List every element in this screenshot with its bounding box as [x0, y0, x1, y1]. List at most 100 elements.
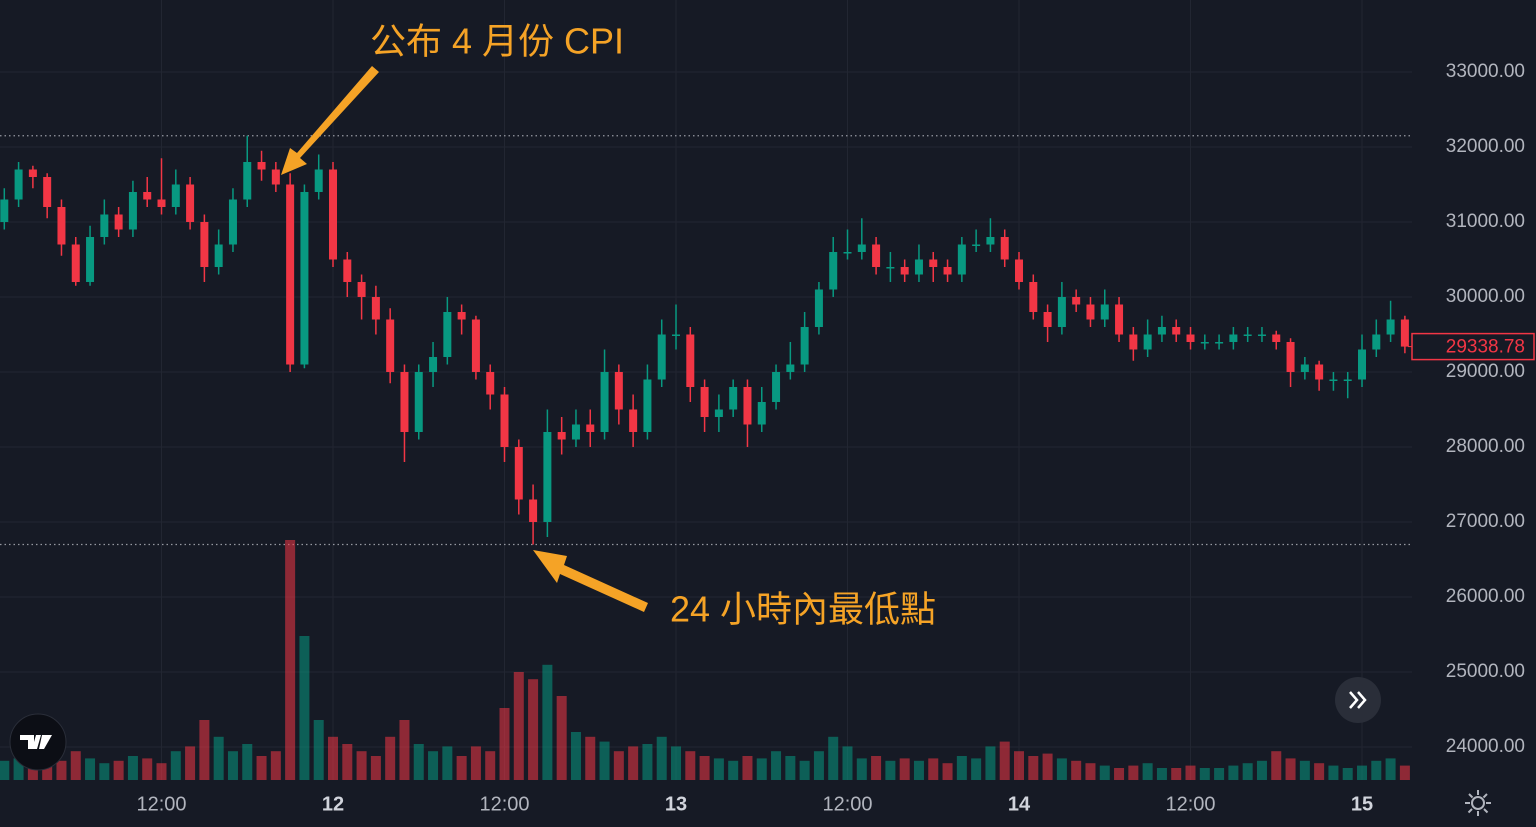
annotation-arrows [281, 66, 648, 612]
volume-bar [328, 736, 339, 780]
candle-body [443, 312, 452, 357]
volume-bar [1256, 760, 1267, 780]
candle-body [886, 267, 895, 269]
candle-body [1057, 297, 1066, 327]
candle-body [486, 372, 495, 395]
volume-bar [1014, 751, 1025, 780]
candle-body [43, 177, 52, 207]
candle-body [857, 244, 866, 252]
candle-body [843, 252, 852, 254]
candle-body [743, 387, 752, 425]
volume-bar [570, 732, 581, 780]
settings-icon[interactable] [1471, 796, 1485, 810]
candle-body [943, 267, 952, 275]
x-tick-label: 13 [665, 793, 687, 815]
volume-bar [799, 760, 810, 780]
candle-body [600, 372, 609, 432]
candle-body [200, 222, 209, 267]
volume-bar [185, 746, 196, 780]
candle-body [357, 282, 366, 297]
candle-body [471, 319, 480, 372]
volume-bar [299, 636, 310, 780]
x-tick-label: 12:00 [822, 793, 872, 815]
candle-body [643, 379, 652, 432]
candle-body [872, 244, 881, 267]
volume-bar [542, 664, 553, 780]
volume-bar [628, 746, 639, 780]
volume-bar [656, 736, 667, 780]
candle-body [1386, 319, 1395, 335]
volume-bar [599, 741, 610, 780]
candle-body [14, 169, 23, 200]
volume-bar [1342, 768, 1353, 780]
volume-bar [513, 672, 524, 780]
volume-bar [642, 744, 653, 780]
volume-bar [613, 751, 624, 780]
candle-body [1100, 304, 1109, 320]
volume-bar [356, 751, 367, 780]
volume-bar [270, 751, 281, 780]
candle-body [586, 424, 595, 432]
x-tick-label: 12 [322, 793, 344, 815]
candle-body [1300, 364, 1309, 372]
candle-body [929, 259, 938, 267]
candle-body [1029, 282, 1038, 312]
candle-body [400, 372, 409, 432]
volume-bar [127, 756, 138, 780]
volume-bar [942, 763, 953, 780]
candle-body [171, 184, 180, 207]
candle-body [143, 192, 152, 200]
volume-bar [828, 736, 839, 780]
candle-body [1215, 342, 1224, 344]
candle-body [114, 214, 123, 230]
candle-body [1172, 327, 1181, 335]
candle-body [972, 244, 981, 246]
volume-bar [671, 746, 682, 780]
volume-bar [99, 763, 110, 780]
scroll-to-realtime[interactable] [1335, 677, 1381, 723]
volume-bar [1099, 765, 1110, 780]
candle-body [557, 432, 566, 440]
candle-body [1043, 312, 1052, 327]
volume-bar [771, 751, 782, 780]
volume-bar [685, 751, 696, 780]
candle-body [243, 162, 252, 200]
y-tick-label: 28000.00 [1446, 436, 1525, 457]
candle-body [1400, 319, 1409, 347]
candle-body [657, 334, 666, 380]
volume-bar [0, 760, 10, 780]
volume-bar [1357, 765, 1368, 780]
volume-bar [13, 758, 24, 780]
candle-body [914, 259, 923, 275]
candle-body [57, 207, 66, 245]
candle-body [214, 244, 223, 267]
volume-bar [742, 756, 753, 780]
volume-bar [370, 756, 381, 780]
volume-bar [1385, 758, 1396, 780]
volume-bar [256, 756, 267, 780]
volume-bar [1071, 760, 1082, 780]
volume-bar [899, 758, 910, 780]
x-tick-label: 12:00 [1165, 793, 1215, 815]
tradingview-logo[interactable] [9, 713, 67, 771]
volume-bar [1242, 763, 1253, 780]
candle-body [100, 214, 109, 237]
volume-bar [428, 751, 439, 780]
candle-body [128, 192, 137, 230]
volume-bar [1228, 765, 1239, 780]
volume-bar [242, 744, 253, 780]
candle-body [1257, 334, 1266, 336]
arrow-low [533, 550, 648, 612]
volume-bar [142, 758, 153, 780]
volume-bar [85, 758, 96, 780]
candle-body [1372, 334, 1381, 350]
candle-body [1015, 259, 1024, 282]
settings[interactable] [1465, 790, 1491, 816]
volume-bar [1314, 763, 1325, 780]
x-tick-label: 14 [1008, 793, 1031, 815]
volume-bar [713, 758, 724, 780]
candle-body [28, 169, 37, 177]
volume-bar [199, 720, 210, 780]
volume-bar [556, 696, 567, 780]
